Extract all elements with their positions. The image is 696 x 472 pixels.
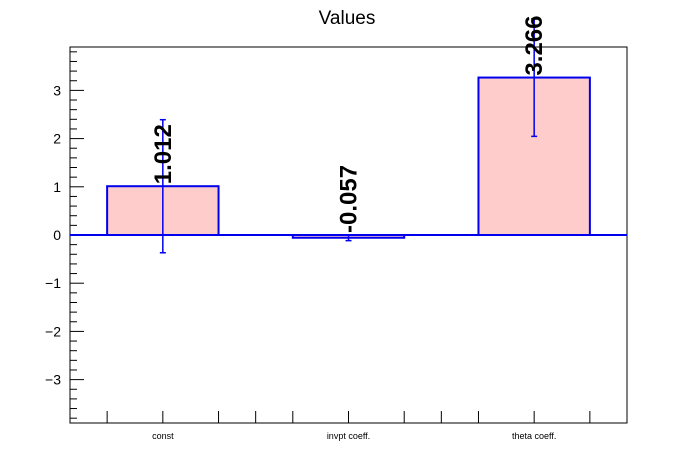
bar-value-label: 1.012	[150, 124, 177, 184]
y-tick-label: −3	[45, 372, 61, 388]
x-category-label: invpt coeff.	[327, 431, 370, 441]
y-tick-label: 1	[53, 179, 61, 195]
x-category-label: const	[152, 431, 174, 441]
x-category-label: theta coeff.	[512, 431, 556, 441]
data-labels: 1.012 -0.057 3.266	[150, 15, 548, 233]
y-tick-label: 0	[53, 227, 61, 243]
bar-value-label: 3.266	[521, 15, 548, 75]
y-tick-label: 2	[53, 131, 61, 147]
y-tick-label: −2	[45, 323, 61, 339]
error-bars	[159, 18, 538, 254]
y-tick-label: −1	[45, 275, 61, 291]
bar-value-label: -0.057	[336, 165, 363, 233]
y-axis: −3 −2 −1 0 1 2 3	[45, 51, 84, 419]
y-tick-label: 3	[53, 82, 61, 98]
chart-title: Values	[319, 8, 376, 29]
x-axis: const invpt coeff. theta coeff.	[106, 411, 591, 441]
